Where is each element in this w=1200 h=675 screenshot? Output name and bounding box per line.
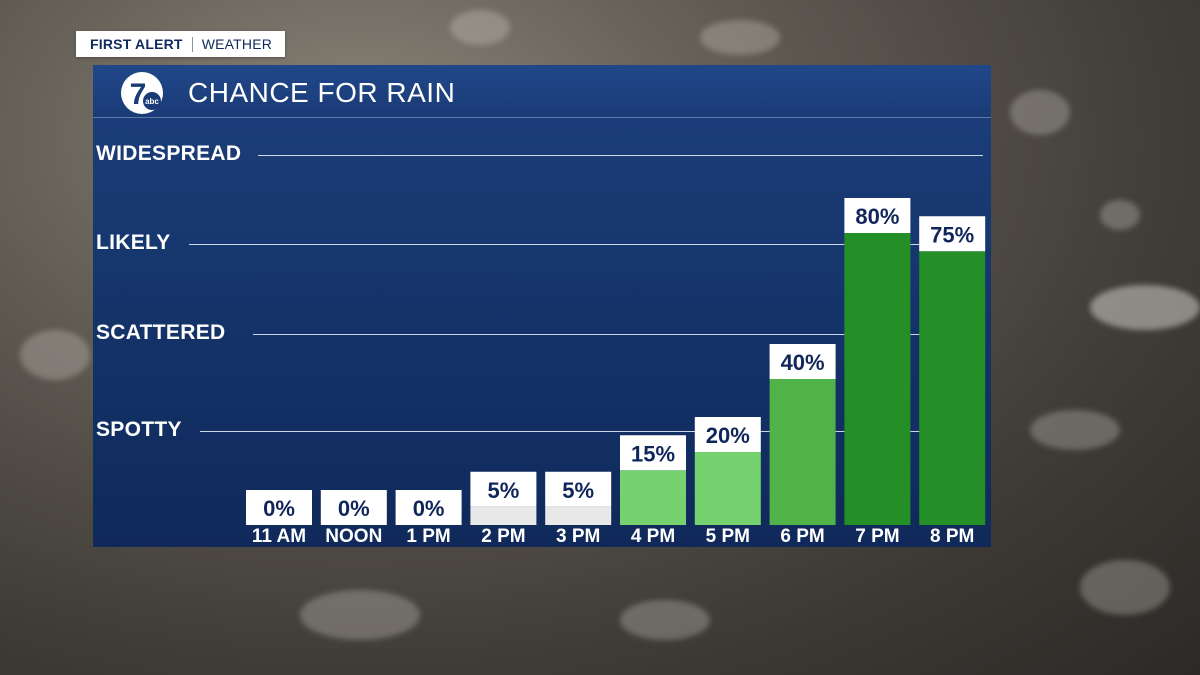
abc7-logo: 7 abc xyxy=(121,72,163,114)
first-alert-text: FIRST ALERT xyxy=(90,36,183,52)
gridline-spotty xyxy=(200,431,980,432)
bar-4-pm xyxy=(620,470,686,525)
chart-title: CHANCE FOR RAIN xyxy=(188,77,456,108)
value-label-box xyxy=(620,435,686,471)
value-label: 0% xyxy=(413,496,445,521)
bar-7-pm xyxy=(844,233,911,525)
brand-separator xyxy=(191,36,193,52)
x-tick-label: 7 PM xyxy=(855,526,899,547)
logo-seven: 7 xyxy=(130,78,147,111)
x-tick-label: 8 PM xyxy=(930,526,974,547)
chart-header: 7 abc CHANCE FOR RAIN xyxy=(93,65,991,118)
x-tick-label: 3 PM xyxy=(556,526,600,547)
gridline-scattered xyxy=(253,334,977,335)
value-label-box xyxy=(844,198,911,233)
bar-2-pm xyxy=(470,506,537,525)
value-label-box xyxy=(246,490,312,525)
value-label-box xyxy=(769,344,836,379)
value-label: 20% xyxy=(706,423,750,448)
rain-chance-bar-chart: 0% 11 AM 0% NOON 0% 1 PM 5% 2 PM 5% 3 PM 15% 4 PM 20… xyxy=(246,198,986,547)
value-label: 0% xyxy=(338,496,370,521)
x-tick-label: 6 PM xyxy=(780,526,824,547)
value-label-box xyxy=(545,471,612,507)
weather-text: WEATHER xyxy=(201,36,273,52)
value-label-box xyxy=(395,490,462,525)
value-label: 0% xyxy=(263,496,295,521)
x-tick-label: NOON xyxy=(325,526,382,547)
bar-6-pm xyxy=(769,379,836,525)
value-label-box xyxy=(694,417,761,452)
logo-abc: abc xyxy=(145,97,159,106)
value-label-box xyxy=(320,490,387,525)
gridline-likely xyxy=(189,244,983,245)
bar-3-pm xyxy=(545,506,612,525)
gridline-widespread xyxy=(258,155,983,156)
bar-8-pm xyxy=(919,251,986,525)
value-label: 80% xyxy=(855,204,899,229)
x-tick-label: 2 PM xyxy=(481,526,525,547)
category-scattered: SCATTERED xyxy=(96,321,226,344)
bar-5-pm xyxy=(694,452,761,525)
value-label: 40% xyxy=(781,350,825,375)
value-label: 15% xyxy=(631,441,675,466)
first-alert-weather-tag: FIRST ALERT WEATHER xyxy=(76,31,285,57)
value-label-box xyxy=(919,216,986,252)
category-spotty: SPOTTY xyxy=(96,418,182,441)
chart-panel: 7 abc CHANCE FOR RAIN WIDESPREAD LIKELY … xyxy=(93,65,991,547)
value-label-box xyxy=(470,471,537,507)
category-likely: LIKELY xyxy=(96,231,171,254)
x-tick-label: 1 PM xyxy=(406,526,450,547)
x-tick-label: 5 PM xyxy=(706,526,750,547)
category-widespread: WIDESPREAD xyxy=(96,142,242,165)
value-label: 5% xyxy=(562,478,594,503)
x-tick-label: 11 AM xyxy=(252,526,306,547)
value-label: 5% xyxy=(488,478,520,503)
value-label: 75% xyxy=(930,222,974,247)
x-tick-label: 4 PM xyxy=(631,526,675,547)
